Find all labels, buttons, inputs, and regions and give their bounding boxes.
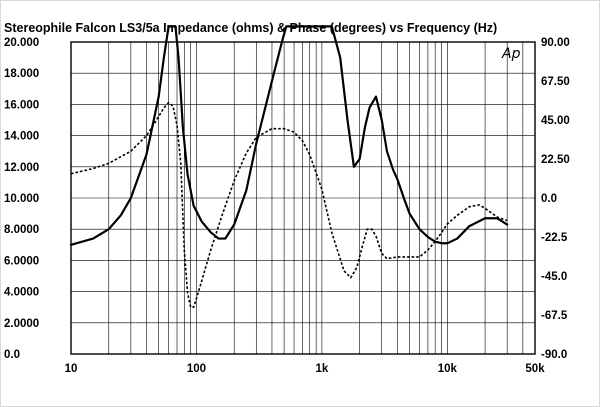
x-tick-label: 50k <box>525 363 545 375</box>
plot-border <box>70 41 536 355</box>
y-right-tick-label: 90.00 <box>541 37 570 49</box>
x-tick-label: 10k <box>438 363 458 375</box>
y-left-tick-label: 10.000 <box>4 193 39 205</box>
y-left-tick-label: 20.000 <box>4 37 39 49</box>
y-right-tick-label: -22.5 <box>541 232 568 244</box>
y-right-tick-label: 0.0 <box>541 193 557 205</box>
x-tick-label: 1k <box>315 363 328 375</box>
y-left-tick-label: 16.000 <box>4 99 39 111</box>
y-left-tick-label: 8.0000 <box>4 224 39 236</box>
y-left-tick-label: 4.0000 <box>4 287 39 299</box>
y-left-tick-label: 0.0 <box>4 349 20 361</box>
chart-title: Stereophile Falcon LS3/5a Impedance (ohm… <box>4 21 497 35</box>
tick-labels: 0.0 2.0000 4.0000 6.0000 8.0000 10.000 12.000 1… <box>4 37 570 375</box>
series-layer <box>69 25 509 309</box>
y-right-tick-label: 45.00 <box>541 115 570 127</box>
y-left-tick-label: 18.000 <box>4 68 39 80</box>
impedance-series-line <box>69 25 509 246</box>
grid-lines <box>71 42 535 354</box>
y-right-tick-label: -67.5 <box>541 310 568 322</box>
x-tick-label: 10 <box>65 363 78 375</box>
y-right-tick-label: 22.50 <box>541 154 570 166</box>
y-left-tick-label: 14.000 <box>4 131 39 143</box>
y-left-tick-label: 6.0000 <box>4 255 39 267</box>
y-left-tick-label: 2.0000 <box>4 318 39 330</box>
y-right-tick-label: 67.50 <box>541 76 570 88</box>
ap-watermark: Ap <box>501 46 521 62</box>
y-right-tick-label: -45.0 <box>541 271 567 283</box>
y-left-tick-label: 12.000 <box>4 162 39 174</box>
x-tick-label: 100 <box>187 363 206 375</box>
phase-series-line <box>70 101 508 309</box>
y-right-tick-label: -90.0 <box>541 349 567 361</box>
